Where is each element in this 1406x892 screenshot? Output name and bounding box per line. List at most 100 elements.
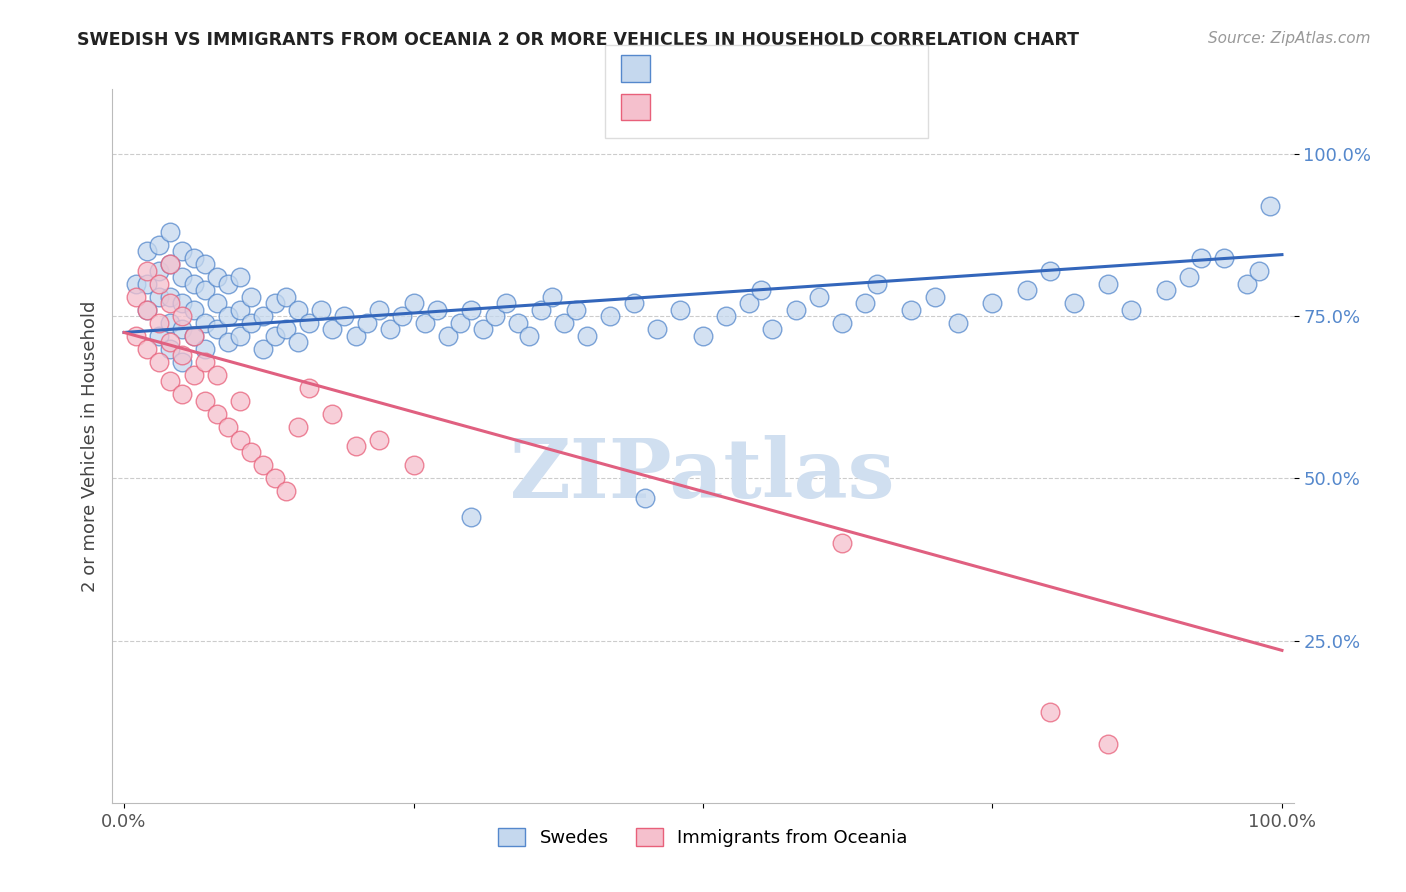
Point (263, 328, 285, 343)
Point (170, 270, 193, 285)
Point (344, 328, 367, 343)
Point (170, 244, 193, 259)
Point (183, 251, 205, 265)
Point (413, 316, 436, 330)
Point (159, 335, 181, 350)
Point (356, 316, 378, 330)
Point (807, 290, 830, 304)
Point (460, 302, 482, 317)
Point (1154, 283, 1177, 297)
Point (276, 290, 298, 304)
Point (170, 322, 193, 336)
Point (900, 302, 922, 317)
Point (321, 407, 343, 421)
Point (761, 322, 783, 336)
Text: 37: 37 (830, 97, 859, 117)
Point (240, 316, 263, 330)
Point (287, 419, 309, 434)
Point (205, 296, 228, 310)
Point (170, 296, 193, 310)
Point (229, 328, 252, 343)
Point (495, 296, 517, 310)
Y-axis label: 2 or more Vehicles in Household: 2 or more Vehicles in Household (80, 301, 98, 591)
Point (449, 316, 471, 330)
Point (194, 316, 217, 330)
Text: N =: N = (778, 59, 814, 78)
Point (1063, 296, 1085, 310)
Point (344, 439, 367, 453)
Point (634, 491, 657, 505)
Text: SWEDISH VS IMMIGRANTS FROM OCEANIA 2 OR MORE VEHICLES IN HOUSEHOLD CORRELATION C: SWEDISH VS IMMIGRANTS FROM OCEANIA 2 OR … (77, 31, 1080, 49)
Point (402, 458, 425, 473)
Point (1121, 302, 1143, 317)
Point (564, 302, 586, 317)
Point (183, 302, 205, 317)
Point (229, 270, 252, 285)
Point (183, 368, 205, 382)
Point (159, 290, 181, 304)
Point (194, 354, 217, 368)
Point (183, 277, 205, 291)
Point (367, 433, 389, 447)
Point (472, 322, 495, 336)
Point (170, 354, 193, 368)
Point (217, 335, 239, 350)
Point (183, 328, 205, 343)
Point (252, 342, 274, 356)
Point (148, 264, 170, 278)
Text: R =: R = (657, 59, 693, 78)
Point (853, 296, 876, 310)
Point (170, 387, 193, 401)
Point (924, 290, 946, 304)
Point (229, 433, 252, 447)
Point (252, 458, 274, 473)
Point (517, 328, 540, 343)
Point (148, 328, 170, 343)
Point (124, 328, 146, 343)
Point (252, 310, 274, 324)
Point (599, 310, 621, 324)
Point (159, 316, 181, 330)
Point (946, 316, 969, 330)
Text: 0.212: 0.212 (713, 59, 779, 78)
Point (287, 302, 309, 317)
Point (437, 328, 460, 343)
Point (692, 328, 714, 343)
Point (623, 296, 645, 310)
Point (866, 277, 889, 291)
Text: Source: ZipAtlas.com: Source: ZipAtlas.com (1208, 31, 1371, 46)
Point (484, 310, 506, 324)
Point (785, 302, 807, 317)
Point (205, 270, 228, 285)
Point (402, 296, 425, 310)
Point (194, 257, 217, 271)
Point (276, 322, 298, 336)
Point (205, 407, 228, 421)
Point (541, 290, 564, 304)
Point (981, 296, 1004, 310)
Text: 102: 102 (830, 59, 873, 78)
Point (309, 302, 332, 317)
Point (148, 316, 170, 330)
Point (217, 277, 239, 291)
Point (714, 310, 737, 324)
Point (460, 510, 482, 524)
Point (831, 536, 853, 550)
Point (136, 244, 159, 259)
Point (1039, 705, 1062, 719)
Point (124, 290, 146, 304)
Point (530, 302, 553, 317)
Point (1097, 738, 1119, 752)
Point (426, 302, 449, 317)
Point (645, 322, 668, 336)
Text: R =: R = (657, 97, 693, 117)
Point (263, 296, 285, 310)
Point (159, 296, 181, 310)
Point (124, 277, 146, 291)
Point (159, 257, 181, 271)
Point (240, 445, 263, 459)
Point (217, 419, 239, 434)
Text: ZIPatlas: ZIPatlas (510, 434, 896, 515)
Point (148, 290, 170, 304)
Point (506, 316, 529, 330)
